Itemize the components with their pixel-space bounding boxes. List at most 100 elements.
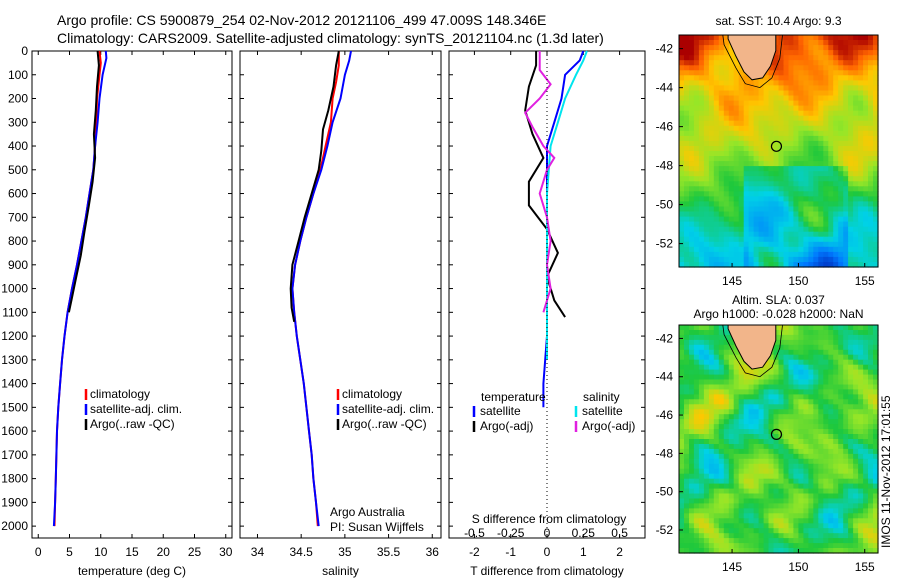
heatmap-cell — [843, 85, 849, 91]
heatmap-cell — [679, 231, 685, 238]
heatmap-cell — [843, 110, 849, 117]
heatmap-cell — [838, 508, 844, 514]
heatmap-cell — [838, 473, 844, 480]
heatmap-cell — [858, 241, 864, 248]
heatmap-cell — [743, 473, 750, 480]
heatmap-cell — [738, 166, 745, 172]
heatmap-cell — [768, 100, 775, 107]
heatmap-cell — [748, 206, 755, 213]
heatmap-cell — [808, 251, 814, 258]
heatmap-cell — [838, 120, 844, 127]
heatmap-cell — [698, 533, 705, 539]
heatmap-cell — [713, 105, 720, 112]
y-tick-label: -50 — [656, 198, 674, 212]
heatmap-cell — [723, 543, 730, 549]
heatmap-cell — [798, 473, 804, 480]
heatmap-cell — [853, 231, 859, 238]
heatmap-cell — [843, 409, 849, 415]
heatmap-cell — [679, 100, 685, 107]
heatmap-cell — [853, 414, 859, 420]
heatmap-cell — [803, 110, 809, 117]
heatmap-cell — [873, 55, 879, 61]
heatmap-cell — [873, 493, 879, 500]
heatmap-cell — [873, 135, 879, 142]
heatmap-cell — [773, 533, 780, 539]
heatmap-cell — [758, 130, 765, 137]
heatmap-cell — [858, 334, 864, 341]
heatmap-cell — [748, 115, 755, 122]
heatmap-cell — [868, 80, 874, 86]
heatmap-cell — [693, 359, 700, 366]
heatmap-cell — [858, 439, 864, 445]
heatmap-cell — [818, 256, 824, 263]
heatmap-cell — [713, 404, 720, 410]
heatmap-cell — [758, 458, 765, 465]
heatmap-cell — [689, 419, 695, 425]
heatmap-cell — [783, 161, 790, 167]
heatmap-cell — [698, 548, 705, 554]
heatmap-cell — [768, 196, 775, 202]
heatmap-cell — [798, 45, 804, 51]
heatmap-cell — [788, 483, 795, 490]
heatmap-cell — [738, 186, 745, 192]
heatmap-cell — [679, 65, 685, 71]
heatmap-cell — [838, 60, 844, 66]
heatmap-cell — [848, 211, 854, 218]
heatmap-cell — [823, 80, 829, 86]
heatmap-cell — [863, 256, 869, 263]
heatmap-cell — [798, 419, 804, 425]
heatmap-cell — [718, 40, 725, 46]
heatmap-cell — [828, 110, 834, 117]
heatmap-cell — [703, 60, 710, 66]
heatmap-cell — [793, 513, 799, 519]
heatmap-cell — [798, 65, 804, 71]
heatmap-cell — [758, 518, 765, 524]
heatmap-cell — [848, 473, 854, 480]
heatmap-cell — [783, 458, 790, 465]
heatmap-cell — [848, 241, 854, 248]
heatmap-cell — [873, 374, 879, 381]
heatmap-cell — [808, 256, 814, 263]
heatmap-cell — [823, 523, 829, 529]
heatmap-cell — [738, 434, 745, 440]
heatmap-cell — [773, 389, 780, 395]
panel-temperature: 0100200300400500600700800900100011001200… — [1, 44, 232, 578]
heatmap-cell — [713, 339, 720, 346]
heatmap-cell — [833, 548, 839, 554]
heatmap-cell — [853, 206, 859, 213]
heatmap-cell — [843, 60, 849, 66]
heatmap-cell — [848, 359, 854, 366]
heatmap-cell — [748, 80, 755, 86]
heatmap-cell — [833, 404, 839, 410]
heatmap-cell — [748, 458, 755, 465]
heatmap-cell — [758, 453, 765, 460]
heatmap-cell — [843, 55, 849, 61]
heatmap-cell — [758, 389, 765, 395]
heatmap-cell — [788, 334, 795, 341]
heatmap-cell — [763, 513, 770, 519]
heatmap-cell — [703, 161, 710, 167]
heatmap-cell — [843, 508, 849, 514]
heatmap-cell — [858, 196, 864, 202]
heatmap-cell — [723, 130, 730, 137]
heatmap-cell — [743, 251, 750, 258]
heatmap-cell — [863, 181, 869, 187]
heatmap-cell — [723, 419, 730, 425]
heatmap-cell — [679, 191, 685, 197]
heatmap-cell — [773, 458, 780, 465]
heatmap-cell — [828, 206, 834, 213]
heatmap-cell — [768, 151, 775, 157]
heatmap-cell — [728, 453, 735, 460]
heatmap-cell — [818, 45, 824, 51]
heatmap-cell — [858, 349, 864, 356]
heatmap-cell — [823, 543, 829, 549]
heatmap-cell — [713, 528, 720, 534]
heatmap-cell — [813, 483, 819, 490]
heatmap-cell — [718, 166, 725, 172]
heatmap-cell — [763, 498, 770, 505]
heatmap-cell — [848, 503, 854, 509]
heatmap-cell — [828, 105, 834, 112]
heatmap-cell — [684, 458, 690, 465]
heatmap-cell — [718, 75, 725, 81]
heatmap-cell — [838, 434, 844, 440]
